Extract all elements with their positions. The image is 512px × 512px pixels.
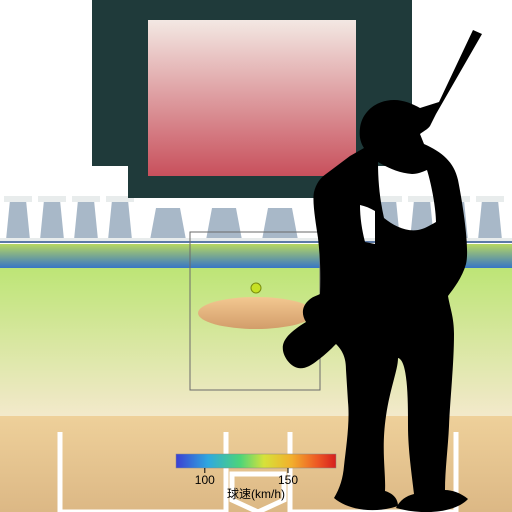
pitchers-mound — [198, 297, 314, 329]
scoreboard-panel — [148, 20, 356, 176]
legend-tick-label: 150 — [278, 473, 298, 487]
pitch-marker — [251, 283, 261, 293]
legend-tick-label: 100 — [195, 473, 215, 487]
legend-axis-label: 球速(km/h) — [227, 487, 285, 501]
